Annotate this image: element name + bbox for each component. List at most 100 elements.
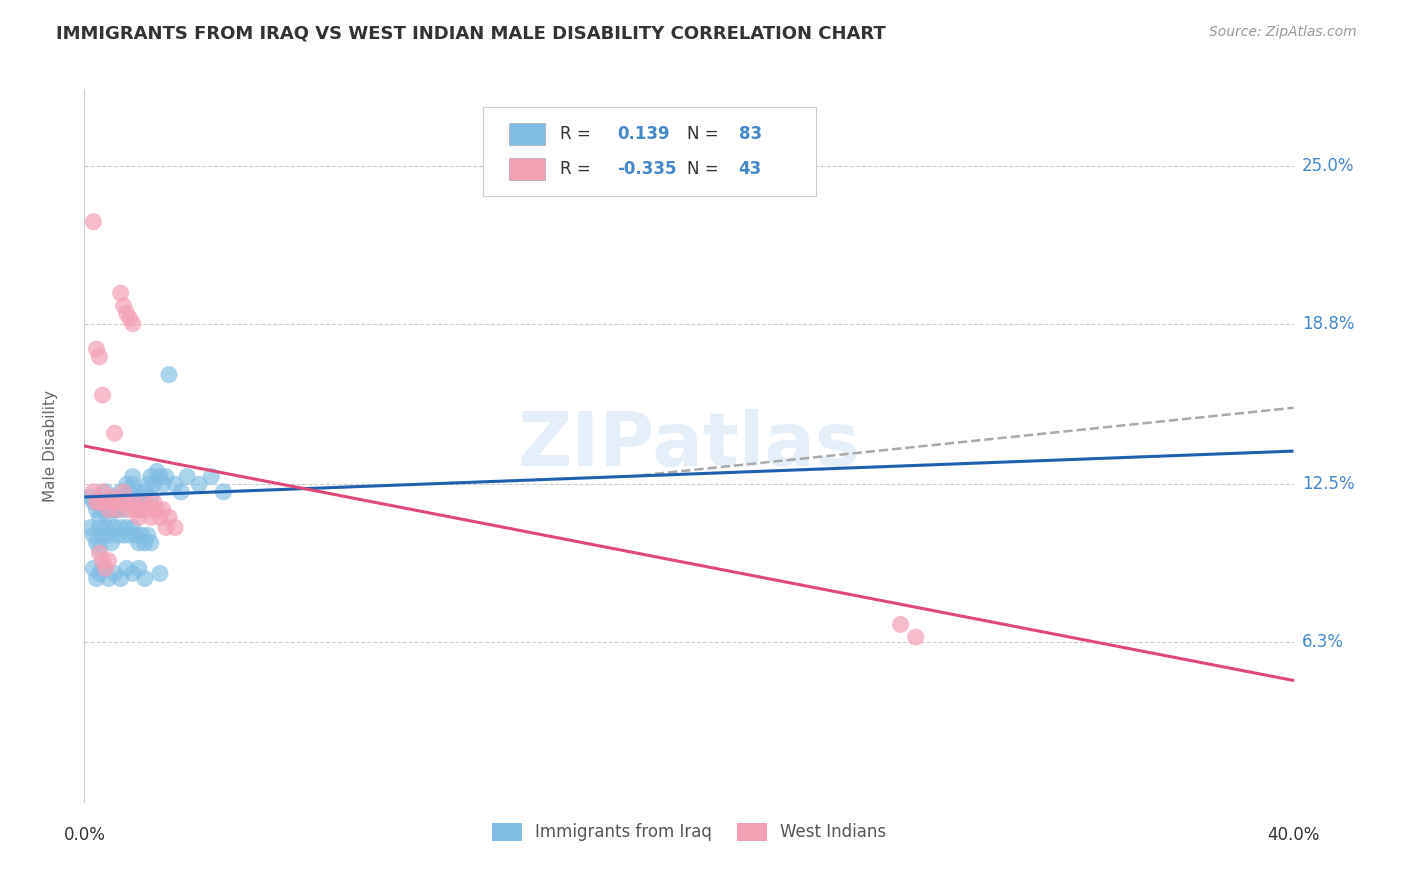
Point	[97, 554, 120, 568]
Point	[89, 541, 111, 555]
Text: N =: N =	[686, 161, 724, 178]
Point	[157, 368, 180, 382]
Point	[100, 502, 122, 516]
Point	[104, 520, 127, 534]
Point	[890, 617, 912, 632]
Point	[86, 572, 108, 586]
Point	[142, 495, 165, 509]
Point	[139, 536, 162, 550]
Point	[121, 520, 143, 534]
Point	[176, 469, 198, 483]
Point	[125, 484, 148, 499]
Point	[100, 536, 122, 550]
Point	[149, 566, 172, 581]
Point	[115, 561, 138, 575]
Point	[110, 520, 132, 534]
Point	[125, 495, 148, 509]
Point	[125, 528, 148, 542]
Point	[94, 495, 117, 509]
Point	[79, 490, 101, 504]
Text: -0.335: -0.335	[617, 161, 678, 178]
Text: 12.5%: 12.5%	[1302, 475, 1354, 493]
Point	[121, 317, 143, 331]
Point	[97, 502, 120, 516]
Point	[165, 520, 187, 534]
Point	[115, 495, 138, 509]
Point	[104, 495, 127, 509]
Point	[142, 477, 165, 491]
Point	[94, 495, 117, 509]
Point	[128, 536, 150, 550]
Point	[121, 495, 143, 509]
Point	[82, 495, 104, 509]
Point	[104, 426, 127, 441]
Point	[89, 520, 111, 534]
Point	[139, 490, 162, 504]
Point	[118, 495, 141, 509]
Point	[91, 554, 114, 568]
Point	[118, 311, 141, 326]
Point	[112, 490, 135, 504]
Point	[121, 477, 143, 491]
Point	[128, 561, 150, 575]
Point	[131, 502, 153, 516]
Point	[82, 561, 104, 575]
Point	[149, 510, 172, 524]
Bar	[509, 123, 546, 145]
Point	[134, 495, 156, 509]
Point	[134, 495, 156, 509]
Text: IMMIGRANTS FROM IRAQ VS WEST INDIAN MALE DISABILITY CORRELATION CHART: IMMIGRANTS FROM IRAQ VS WEST INDIAN MALE…	[56, 25, 886, 43]
Point	[89, 350, 111, 364]
Point	[91, 528, 114, 542]
Point	[128, 502, 150, 516]
Point	[136, 528, 159, 542]
Point	[115, 495, 138, 509]
Point	[170, 484, 193, 499]
Point	[152, 477, 174, 491]
Point	[121, 566, 143, 581]
Point	[100, 495, 122, 509]
Text: N =: N =	[686, 125, 724, 143]
Point	[139, 510, 162, 524]
Point	[110, 286, 132, 301]
Point	[188, 477, 211, 491]
Point	[97, 528, 120, 542]
Point	[146, 502, 169, 516]
Point	[134, 572, 156, 586]
Text: R =: R =	[560, 161, 596, 178]
Point	[86, 536, 108, 550]
Text: 18.8%: 18.8%	[1302, 315, 1354, 333]
Point	[118, 484, 141, 499]
Point	[118, 502, 141, 516]
Point	[136, 502, 159, 516]
Point	[91, 495, 114, 509]
Point	[107, 502, 129, 516]
Point	[97, 572, 120, 586]
Point	[89, 510, 111, 524]
Point	[82, 215, 104, 229]
Point	[212, 484, 235, 499]
Point	[904, 630, 927, 644]
Text: ZIPatlas: ZIPatlas	[517, 409, 860, 483]
Point	[115, 306, 138, 320]
Point	[112, 502, 135, 516]
Text: 40.0%: 40.0%	[1267, 826, 1320, 844]
Point	[131, 495, 153, 509]
Point	[134, 484, 156, 499]
Point	[86, 502, 108, 516]
Point	[107, 528, 129, 542]
Point	[134, 536, 156, 550]
Point	[94, 520, 117, 534]
Point	[112, 299, 135, 313]
Point	[107, 495, 129, 509]
Bar	[509, 159, 546, 180]
Point	[115, 477, 138, 491]
Point	[131, 528, 153, 542]
Point	[125, 502, 148, 516]
Point	[104, 490, 127, 504]
Point	[146, 465, 169, 479]
Point	[86, 495, 108, 509]
Point	[149, 469, 172, 483]
Point	[82, 484, 104, 499]
Point	[128, 490, 150, 504]
